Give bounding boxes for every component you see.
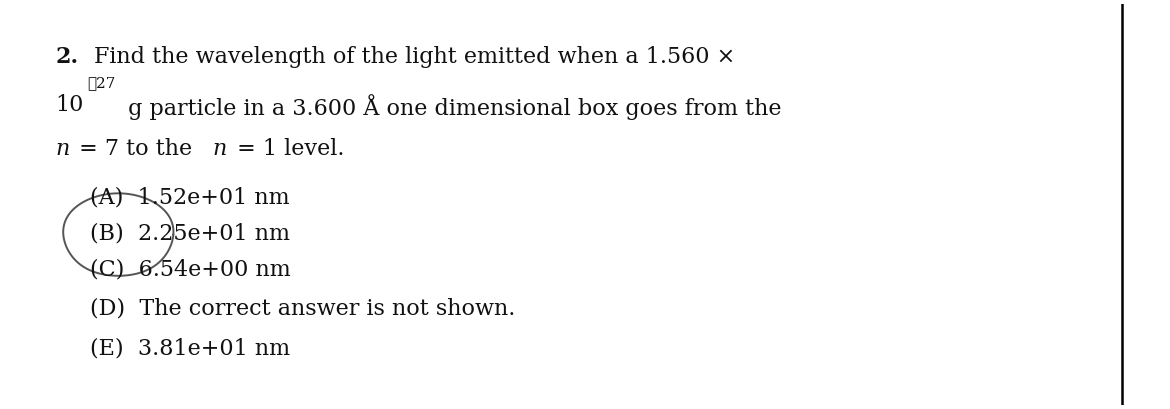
Text: (D)  The correct answer is not shown.: (D) The correct answer is not shown.: [90, 297, 515, 319]
Text: (A)  1.52e+01 nm: (A) 1.52e+01 nm: [90, 187, 289, 209]
Text: (E)  3.81e+01 nm: (E) 3.81e+01 nm: [90, 337, 290, 360]
Text: ⁲27: ⁲27: [88, 76, 116, 90]
Text: Find the wavelength of the light emitted when a 1.560 ×: Find the wavelength of the light emitted…: [95, 46, 736, 68]
Text: 2.: 2.: [55, 46, 78, 68]
Text: (C)  6.54e+00 nm: (C) 6.54e+00 nm: [90, 258, 290, 281]
Text: = 1 level.: = 1 level.: [229, 138, 344, 160]
Text: n: n: [55, 138, 70, 160]
Text: 10: 10: [55, 94, 83, 116]
Text: g particle in a 3.600 Å one dimensional box goes from the: g particle in a 3.600 Å one dimensional …: [121, 94, 782, 120]
Text: (B)  2.25e+01 nm: (B) 2.25e+01 nm: [90, 222, 290, 245]
Text: = 7 to the: = 7 to the: [73, 138, 200, 160]
Text: n: n: [212, 138, 227, 160]
